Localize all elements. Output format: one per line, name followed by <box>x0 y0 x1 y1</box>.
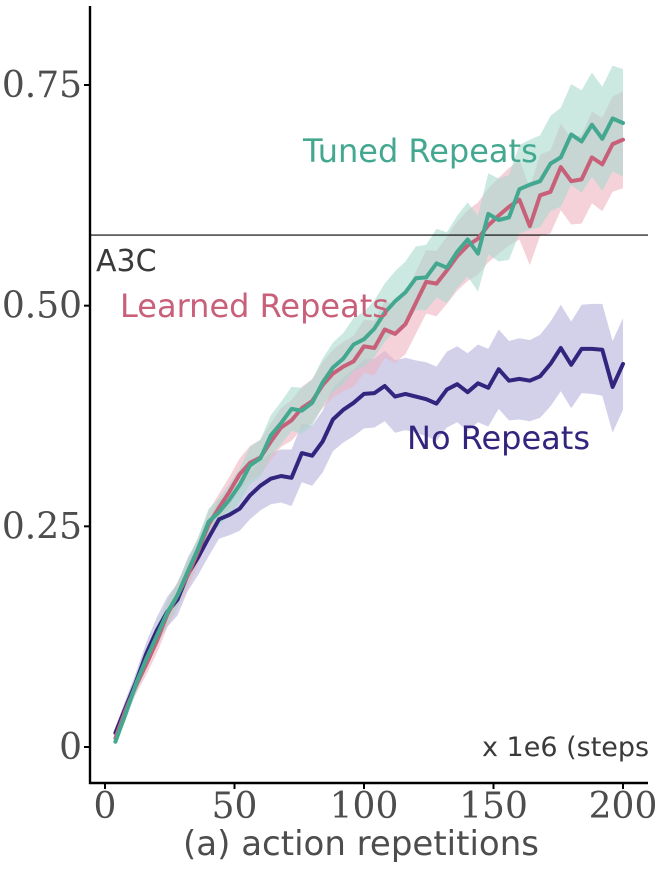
y-tick-label: 0.75 <box>2 65 82 106</box>
x-tick-label: 100 <box>330 786 399 827</box>
x-tick-label: 50 <box>212 786 258 827</box>
x-axis-title: (a) action repetitions <box>183 824 539 864</box>
y-tick-label: 0.25 <box>2 506 82 547</box>
tuned-repeats-label: Tuned Repeats <box>302 132 538 170</box>
y-tick-labels: 0 0.25 0.50 0.75 <box>2 65 90 768</box>
x-tick-label: 200 <box>589 786 658 827</box>
x-units-label: x 1e6 (steps <box>482 732 649 763</box>
none-confidence-band <box>115 303 624 739</box>
x-tick-labels: 0 50 100 150 200 <box>94 783 658 827</box>
series-lines <box>113 116 625 744</box>
a3c-label: A3C <box>96 244 157 279</box>
x-tick-label: 0 <box>94 786 117 827</box>
learned-repeats-label: Learned Repeats <box>120 287 389 325</box>
none-repeats-line <box>113 346 625 735</box>
y-tick-label: 0.50 <box>2 286 82 327</box>
no-repeats-label: No Repeats <box>407 419 590 457</box>
x-tick-label: 150 <box>459 786 528 827</box>
y-tick-label: 0 <box>59 727 82 768</box>
tuned-repeats-line <box>113 116 625 744</box>
